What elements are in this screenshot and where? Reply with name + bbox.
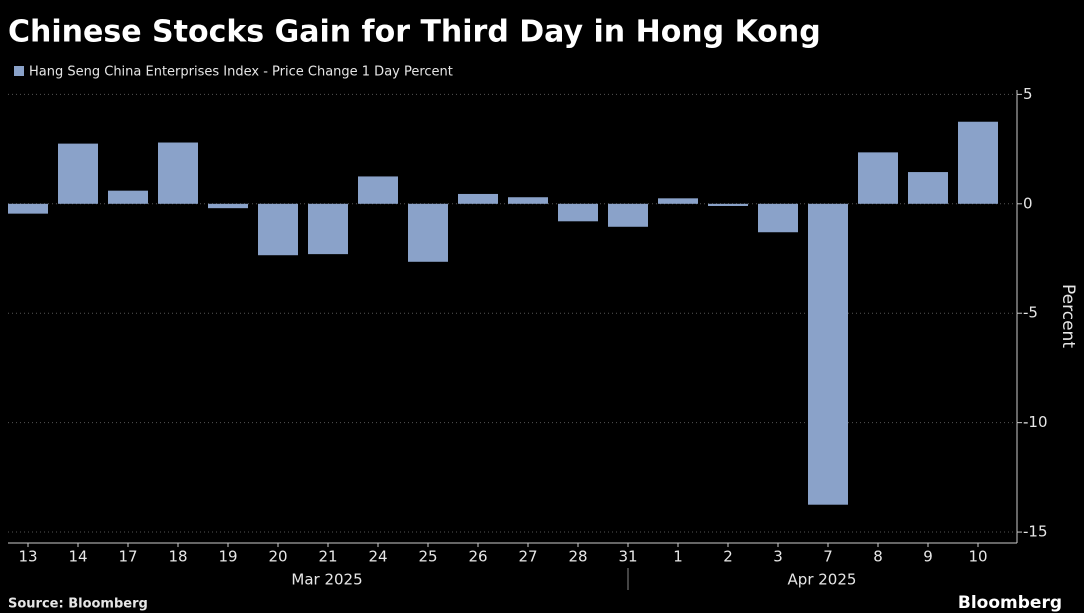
x-tick-label: 24	[368, 548, 387, 566]
bar	[258, 203, 298, 256]
x-tick-label: 21	[318, 548, 337, 566]
bar	[408, 203, 448, 262]
bar	[508, 197, 548, 204]
bar	[558, 203, 598, 222]
bar	[908, 172, 948, 204]
bar	[58, 143, 98, 204]
x-tick-label: 20	[268, 548, 287, 566]
y-tick-label: -15	[1023, 523, 1048, 541]
y-tick-label: 0	[1023, 194, 1033, 212]
x-tick-label: 8	[873, 548, 883, 566]
bar	[658, 198, 698, 204]
brand: Bloomberg	[958, 593, 1062, 613]
x-tick-label: 25	[418, 548, 437, 566]
y-axis-label: Percent	[1058, 284, 1078, 348]
y-tick-label: -10	[1023, 413, 1048, 431]
bar	[158, 142, 198, 204]
legend-label: Hang Seng China Enterprises Index - Pric…	[29, 65, 453, 80]
x-tick-label: 3	[773, 548, 783, 566]
source: Source: Bloomberg	[8, 597, 148, 612]
bar	[458, 193, 498, 204]
chart-title: Chinese Stocks Gain for Third Day in Hon…	[8, 15, 821, 50]
x-tick-label: 14	[68, 548, 87, 566]
x-tick-label: 27	[518, 548, 537, 566]
x-tick-label: 7	[823, 548, 833, 566]
bar	[108, 190, 148, 204]
x-tick-label: 10	[968, 548, 987, 566]
bar	[708, 203, 748, 206]
x-tick-label: 19	[218, 548, 237, 566]
x-tick-label: 28	[568, 548, 587, 566]
x-tick-label: 9	[923, 548, 933, 566]
bar	[858, 152, 898, 204]
bar	[608, 203, 648, 227]
y-tick-label: -5	[1023, 304, 1038, 322]
month-label: Apr 2025	[788, 571, 857, 589]
bar	[808, 203, 848, 505]
x-tick-label: 1	[673, 548, 683, 566]
month-label: Mar 2025	[291, 571, 362, 589]
x-tick-label: 31	[618, 548, 637, 566]
x-tick-label: 18	[168, 548, 187, 566]
x-tick-label: 2	[723, 548, 733, 566]
legend-swatch	[14, 66, 24, 76]
x-tick-label: 26	[468, 548, 487, 566]
bar	[758, 203, 798, 233]
x-tick-label: 17	[118, 548, 137, 566]
x-tick-label: 13	[18, 548, 37, 566]
bar	[208, 203, 248, 209]
bar	[308, 203, 348, 255]
y-tick-label: 5	[1023, 85, 1033, 103]
bar	[958, 121, 998, 204]
bar	[358, 176, 398, 204]
bar	[8, 203, 48, 214]
